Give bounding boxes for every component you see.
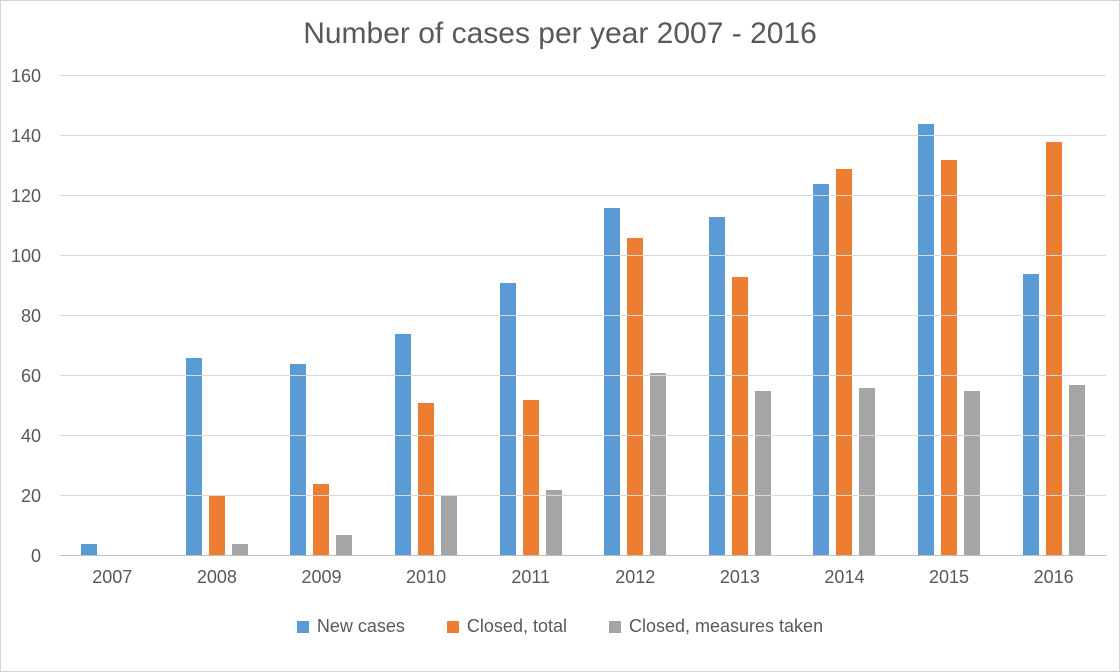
bar-closed-total-2010 (418, 403, 435, 556)
bar-closed-measures-taken-2014 (859, 388, 876, 556)
bar-new-cases-2007 (81, 544, 98, 556)
y-tick-label-40: 40 (20, 426, 41, 446)
gridline-160 (60, 75, 1106, 76)
bar-closed-measures-taken-2013 (754, 391, 771, 556)
bar-group-2015 (897, 76, 1002, 556)
bar-closed-total-2008 (208, 496, 225, 556)
bar-group-2013 (688, 76, 793, 556)
x-tick-label-2009: 2009 (301, 567, 342, 587)
gridline-80 (60, 315, 1106, 316)
bar-new-cases-2012 (604, 208, 621, 556)
x-axis-line (60, 555, 1106, 556)
bar-closed-total-2016 (1045, 142, 1062, 556)
bar-closed-total-2015 (941, 160, 958, 556)
legend-swatch-icon (296, 620, 309, 633)
legend-label: Closed, measures taken (628, 616, 824, 636)
gridline-60 (60, 375, 1106, 376)
x-tick-label-2012: 2012 (615, 567, 656, 587)
gridline-20 (60, 495, 1106, 496)
bar-group-2012 (583, 76, 688, 556)
legend-label: New cases (316, 616, 405, 636)
gridline-40 (60, 435, 1106, 436)
bar-new-cases-2008 (185, 358, 202, 556)
bar-closed-measures-taken-2008 (231, 544, 248, 556)
y-tick-label-120: 120 (10, 186, 41, 206)
y-tick-label-20: 20 (20, 486, 41, 506)
bar-closed-total-2012 (627, 238, 644, 556)
y-tick-label-0: 0 (30, 546, 41, 566)
x-tick-label-2013: 2013 (719, 567, 760, 587)
y-tick-label-80: 80 (20, 306, 41, 326)
bar-new-cases-2013 (708, 217, 725, 556)
legend-swatch-icon (608, 620, 621, 633)
bar-closed-total-2014 (836, 169, 853, 556)
bar-group-2011 (478, 76, 583, 556)
x-axis: 2007 2008 2009 2010 2011 2012 2013 2014 2015 2016 (60, 567, 1106, 588)
bar-groups (60, 76, 1106, 556)
y-axis: 0 20 40 60 80 100 120 140 160 (1, 66, 49, 566)
bar-group-2009 (269, 76, 374, 556)
bar-new-cases-2015 (918, 124, 935, 556)
x-tick-label-2007: 2007 (92, 567, 133, 587)
bar-group-2010 (374, 76, 479, 556)
x-tick-label-2014: 2014 (824, 567, 865, 587)
bar-closed-measures-taken-2012 (650, 373, 667, 556)
bar-new-cases-2011 (499, 283, 516, 556)
legend-item-closed-measures-taken: Closed, measures taken (608, 616, 824, 637)
bar-new-cases-2009 (290, 364, 307, 556)
legend-label: Closed, total (466, 616, 567, 636)
bar-closed-measures-taken-2015 (964, 391, 981, 556)
legend: New cases Closed, total Closed, measures t… (1, 616, 1119, 637)
bar-closed-measures-taken-2011 (545, 490, 562, 556)
bar-group-2014 (792, 76, 897, 556)
bar-closed-total-2009 (313, 484, 330, 556)
gridline-140 (60, 135, 1106, 136)
bar-new-cases-2010 (395, 334, 412, 556)
bar-closed-measures-taken-2010 (441, 496, 458, 556)
y-tick-label-160: 160 (10, 66, 41, 86)
x-tick-label-2016: 2016 (1033, 567, 1074, 587)
bar-new-cases-2014 (813, 184, 830, 556)
bar-group-2008 (165, 76, 270, 556)
plot-area (60, 75, 1106, 556)
x-tick-label-2008: 2008 (196, 567, 237, 587)
chart-title: Number of cases per year 2007 - 2016 (303, 17, 817, 50)
bar-closed-measures-taken-2009 (336, 535, 353, 556)
x-tick-label-2015: 2015 (929, 567, 970, 587)
bar-closed-measures-taken-2016 (1068, 385, 1085, 556)
bar-group-2016 (1001, 76, 1106, 556)
bar-new-cases-2016 (1022, 274, 1039, 556)
y-tick-label-60: 60 (20, 366, 41, 386)
gridline-120 (60, 195, 1106, 196)
y-tick-label-100: 100 (10, 246, 41, 266)
bar-closed-total-2011 (522, 400, 539, 556)
legend-item-new-cases: New cases (296, 616, 405, 637)
legend-item-closed-total: Closed, total (446, 616, 567, 637)
bar-group-2007 (60, 76, 165, 556)
y-tick-label-140: 140 (10, 126, 41, 146)
legend-swatch-icon (446, 620, 459, 633)
bar-closed-total-2013 (731, 277, 748, 556)
x-tick-label-2010: 2010 (406, 567, 447, 587)
gridline-100 (60, 255, 1106, 256)
x-tick-label-2011: 2011 (511, 567, 551, 587)
